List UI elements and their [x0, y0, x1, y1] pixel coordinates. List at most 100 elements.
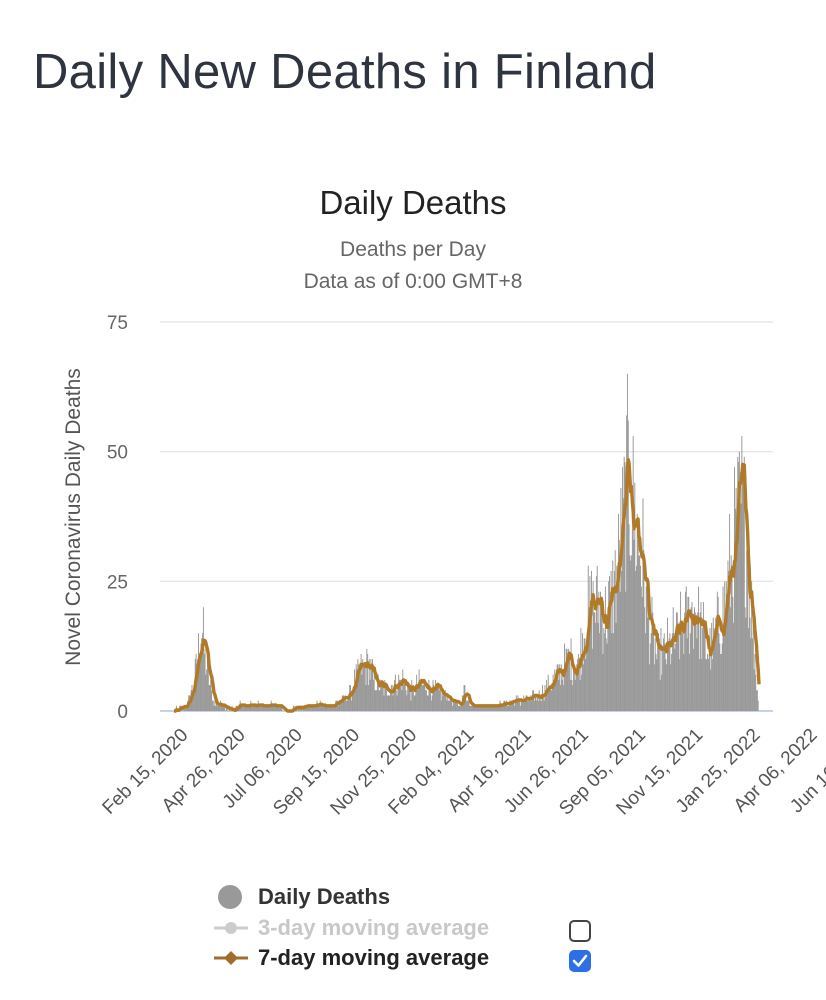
- daily-death-bar: [487, 705, 489, 711]
- daily-death-bar: [621, 570, 623, 711]
- daily-death-bar: [377, 674, 379, 711]
- daily-death-bar: [386, 695, 388, 711]
- daily-death-bar: [657, 633, 659, 711]
- daily-death-bar: [534, 695, 536, 711]
- daily-death-bar: [586, 633, 588, 711]
- daily-death-bar: [403, 685, 405, 711]
- daily-death-bar: [631, 529, 633, 711]
- daily-death-bar: [381, 679, 383, 711]
- daily-death-bar: [480, 705, 482, 711]
- daily-death-bar: [554, 669, 556, 711]
- daily-death-bar: [466, 700, 467, 711]
- 7-day-average-checkbox[interactable]: [569, 950, 591, 972]
- daily-death-bar: [263, 705, 265, 711]
- daily-death-bar: [244, 705, 246, 711]
- daily-death-bar: [626, 415, 628, 711]
- daily-death-bar: [601, 607, 603, 711]
- daily-death-bar: [641, 596, 643, 711]
- daily-death-bar: [225, 705, 227, 711]
- daily-death-bar: [622, 498, 624, 711]
- daily-death-bar: [650, 633, 652, 711]
- daily-death-bar: [333, 705, 335, 711]
- daily-death-bar: [742, 467, 744, 711]
- daily-death-bar: [446, 700, 448, 711]
- daily-death-bar: [425, 690, 427, 711]
- daily-death-bar: [666, 664, 668, 711]
- daily-death-bar: [614, 550, 616, 711]
- daily-death-bar: [746, 550, 748, 711]
- daily-death-bar: [528, 700, 530, 711]
- daily-death-bar: [720, 653, 722, 711]
- daily-death-bar: [306, 705, 308, 711]
- daily-death-bar: [588, 607, 590, 711]
- daily-death-bar: [592, 581, 594, 711]
- daily-death-bar: [348, 695, 350, 711]
- daily-death-bar: [507, 705, 509, 711]
- daily-death-bar: [390, 690, 391, 711]
- daily-death-bar: [408, 685, 409, 711]
- daily-death-bar: [643, 550, 645, 711]
- line-diamond-marker-icon: [214, 951, 248, 965]
- daily-death-bar: [591, 570, 592, 711]
- daily-death-bar: [242, 705, 244, 711]
- daily-death-bar: [689, 653, 691, 711]
- daily-death-bar: [309, 705, 311, 711]
- daily-death-bar: [698, 586, 700, 711]
- daily-death-bar: [453, 700, 455, 711]
- daily-death-bar: [574, 679, 576, 711]
- daily-death-bar: [553, 679, 555, 711]
- daily-death-bar: [474, 705, 476, 711]
- daily-death-bar: [367, 685, 369, 711]
- daily-death-bar: [478, 705, 480, 711]
- daily-death-bar: [254, 705, 256, 711]
- daily-death-bar: [371, 669, 373, 711]
- daily-death-bar: [524, 700, 526, 711]
- daily-death-bar: [645, 586, 647, 711]
- daily-death-bar: [323, 705, 325, 711]
- daily-death-bar: [256, 705, 258, 711]
- daily-death-bar: [457, 700, 458, 711]
- daily-death-bar: [452, 705, 454, 711]
- daily-death-bar: [184, 705, 186, 711]
- daily-death-bar: [647, 617, 649, 711]
- daily-death-bar: [562, 669, 564, 711]
- daily-death-bar: [275, 705, 277, 711]
- daily-death-bar: [690, 607, 692, 711]
- legend-item-7-day-average[interactable]: 7-day moving average: [214, 944, 489, 972]
- daily-death-bar: [470, 705, 472, 711]
- daily-death-bar: [476, 705, 478, 711]
- daily-death-bar: [344, 700, 346, 711]
- daily-death-bar: [204, 648, 206, 711]
- daily-death-bar: [570, 638, 572, 711]
- daily-death-bar: [318, 705, 320, 711]
- daily-death-bar: [680, 622, 682, 711]
- 3-day-average-checkbox[interactable]: [569, 920, 591, 942]
- daily-death-bar: [691, 602, 693, 711]
- daily-death-bar: [242, 705, 244, 711]
- daily-death-bar: [517, 695, 519, 711]
- legend-label: 3-day moving average: [258, 915, 490, 940]
- daily-death-bar: [698, 659, 700, 711]
- daily-death-bar: [705, 659, 707, 711]
- daily-death-bar: [324, 705, 326, 711]
- daily-death-bar: [665, 659, 667, 711]
- daily-death-bar: [685, 586, 687, 711]
- daily-death-bar: [687, 596, 689, 711]
- daily-death-bar: [699, 612, 701, 711]
- daily-death-bar: [262, 705, 264, 711]
- daily-death-bar: [606, 643, 608, 711]
- daily-death-bar: [513, 700, 515, 711]
- daily-death-bar: [498, 705, 500, 711]
- daily-death-bar: [509, 700, 511, 711]
- legend-item-daily-deaths[interactable]: Daily Deaths: [214, 883, 390, 911]
- daily-death-bar: [351, 690, 353, 711]
- daily-death-bar: [501, 705, 503, 711]
- daily-death-bar: [424, 679, 426, 711]
- daily-death-bar: [581, 674, 583, 711]
- daily-death-bar: [711, 622, 713, 711]
- daily-death-bar: [510, 700, 512, 711]
- daily-death-bar: [519, 700, 521, 711]
- legend-item-3-day-average[interactable]: 3-day moving average: [214, 914, 489, 942]
- daily-death-bar: [327, 705, 329, 711]
- daily-death-bar: [559, 685, 561, 711]
